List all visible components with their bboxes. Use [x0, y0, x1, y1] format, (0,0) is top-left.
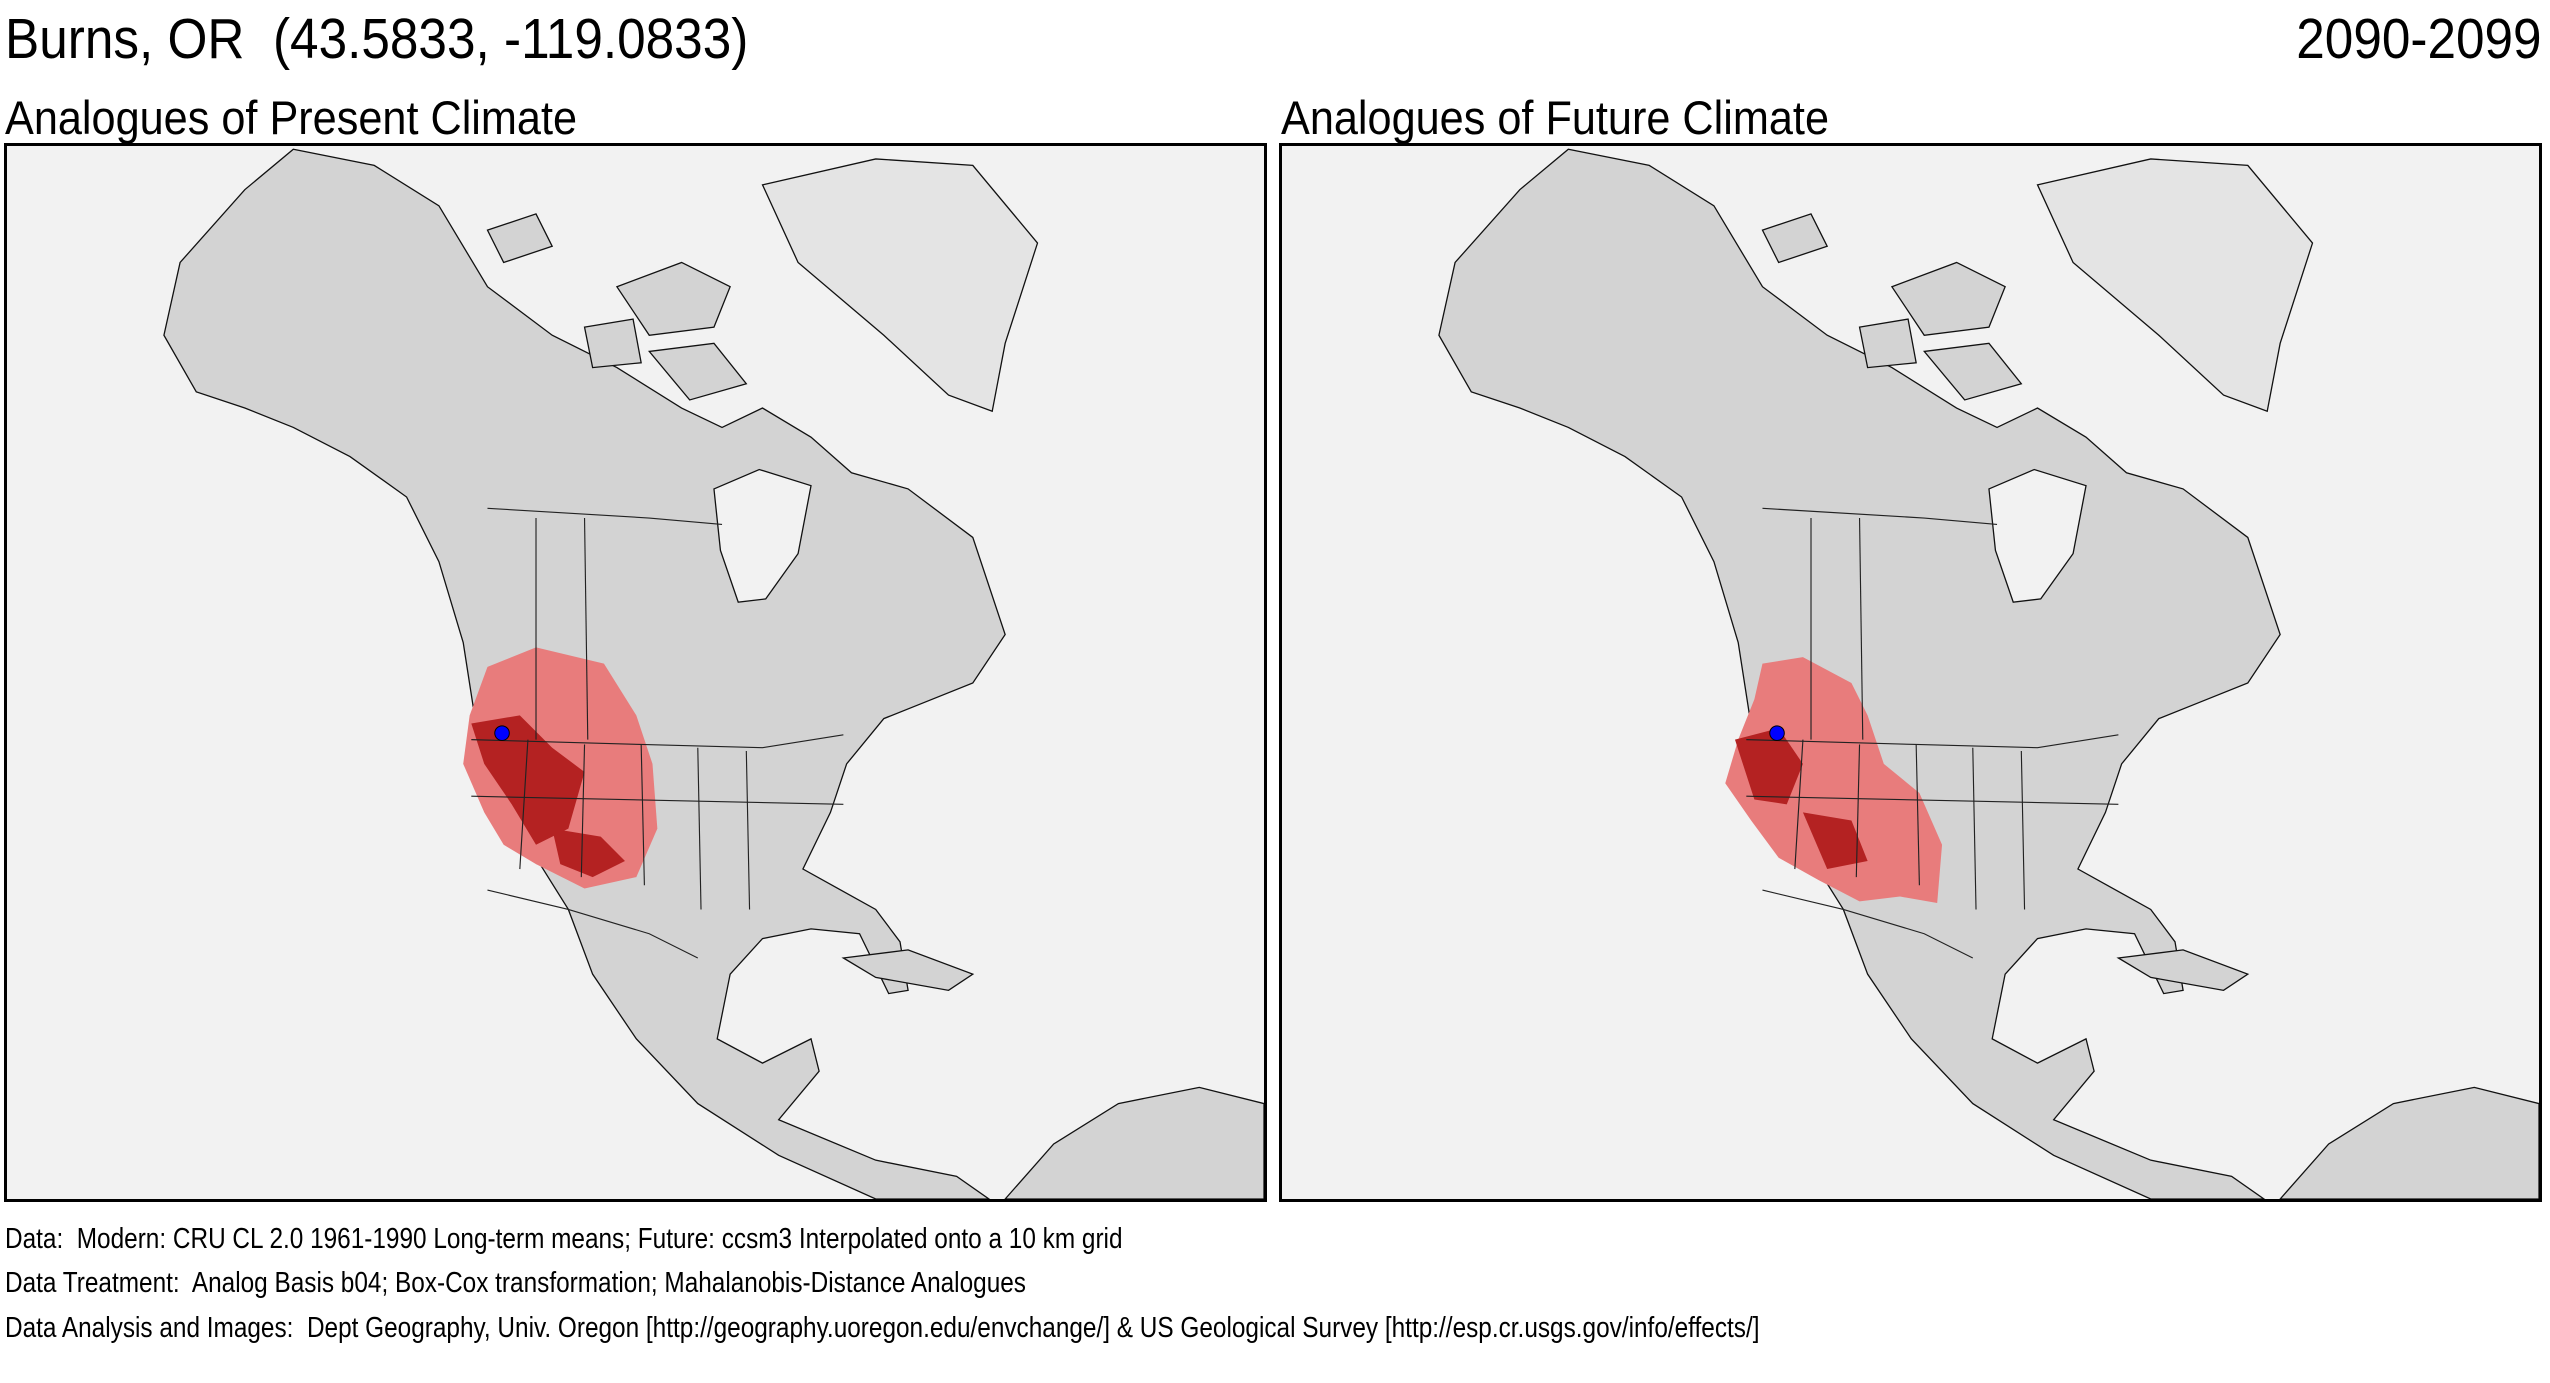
present-climate-map — [4, 143, 1267, 1202]
site-title: Burns, OR (43.5833, -119.0833) — [5, 7, 749, 71]
political-border — [1794, 739, 1804, 870]
analogue-region-dark — [552, 828, 625, 878]
analogue-region-dark — [471, 715, 585, 845]
footer-data-analysis: Data Analysis and Images: Dept Geography… — [5, 1312, 1760, 1344]
site-marker — [1769, 725, 1785, 741]
political-border — [1915, 744, 1920, 886]
island — [1858, 318, 1917, 369]
political-border — [1762, 889, 1974, 959]
political-border — [471, 734, 844, 749]
political-border — [471, 795, 844, 805]
greenland — [2036, 158, 2314, 413]
present-panel-title: Analogues of Present Climate — [5, 91, 578, 144]
political-border — [2020, 750, 2026, 910]
future-climate-map — [1279, 143, 2542, 1202]
island — [2116, 949, 2250, 992]
political-border — [583, 518, 589, 740]
political-border — [1858, 518, 1864, 740]
footer-data-treatment: Data Treatment: Analog Basis b04; Box-Co… — [5, 1267, 1026, 1299]
greenland — [761, 158, 1039, 413]
footer-data-source: Data: Modern: CRU CL 2.0 1961-1990 Long-… — [5, 1223, 1123, 1255]
hudson-bay — [1988, 468, 2087, 603]
analogue-region-dark — [1802, 812, 1868, 870]
political-border — [487, 889, 699, 959]
site-marker — [494, 725, 510, 741]
island — [583, 318, 642, 369]
political-border — [1855, 744, 1861, 878]
political-border — [487, 507, 723, 526]
hudson-bay — [713, 468, 812, 603]
island — [1761, 213, 1829, 264]
political-border — [1746, 734, 2119, 749]
political-border — [745, 750, 751, 910]
future-map-canvas — [1438, 148, 2539, 1199]
island — [1922, 342, 2023, 401]
south-america — [1004, 1086, 1264, 1199]
island — [841, 949, 975, 992]
political-border — [640, 744, 645, 886]
island — [615, 261, 731, 336]
political-border — [1972, 747, 1977, 910]
island — [486, 213, 554, 264]
political-border — [519, 739, 529, 870]
island — [1890, 261, 2006, 336]
period-label: 2090-2099 — [2296, 7, 2542, 71]
north-america-landmass — [1438, 148, 2281, 1199]
south-america — [2279, 1086, 2539, 1199]
political-border — [580, 744, 586, 878]
political-border — [1762, 507, 1998, 526]
analogue-region-light — [1725, 657, 1943, 903]
future-panel-title: Analogues of Future Climate — [1281, 91, 1830, 144]
political-border — [697, 747, 702, 910]
political-border — [1746, 795, 2119, 805]
island — [647, 342, 748, 401]
present-map-canvas — [163, 148, 1264, 1199]
analogue-region-dark — [1734, 728, 1803, 805]
